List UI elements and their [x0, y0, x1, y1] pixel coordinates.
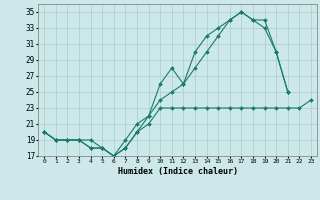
X-axis label: Humidex (Indice chaleur): Humidex (Indice chaleur) [118, 167, 238, 176]
